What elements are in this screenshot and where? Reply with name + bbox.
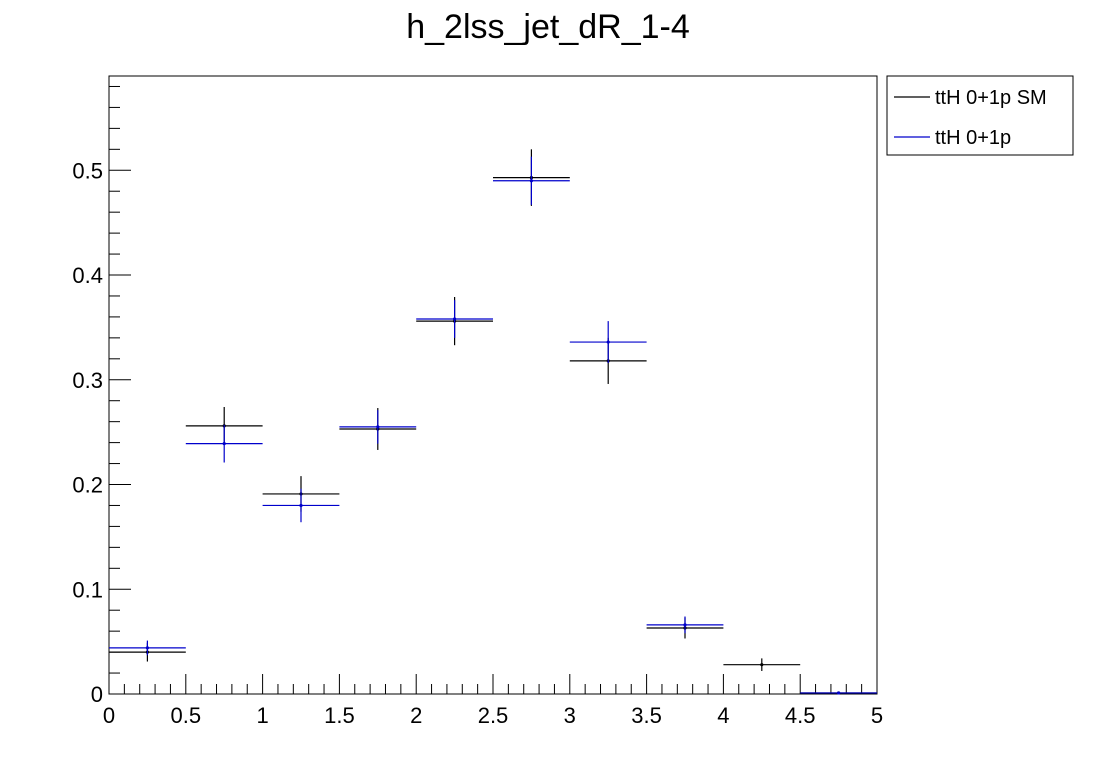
marker (222, 442, 226, 446)
x-tick-label: 0.5 (171, 703, 202, 728)
x-tick-label: 0 (103, 703, 115, 728)
series-tth-0-1p-sm (109, 149, 877, 695)
marker (606, 340, 610, 344)
y-tick-label: 0 (91, 682, 103, 707)
series-layer (109, 149, 877, 695)
y-tick-label: 0.5 (72, 158, 103, 183)
legend-box (886, 75, 1074, 156)
plot-area (108, 75, 878, 695)
marker (376, 425, 380, 429)
legend: ttH 0+1p SM ttH 0+1p (886, 75, 1074, 156)
x-tick-label: 2 (410, 703, 422, 728)
data-point (723, 658, 801, 671)
marker (837, 691, 841, 695)
x-tick-label: 4 (717, 703, 729, 728)
marker (453, 317, 457, 321)
x-tick-label: 3 (564, 703, 576, 728)
x-axis: 0 0.5 1 1.5 2 2.5 3 3.5 4 4.5 5 (103, 674, 883, 728)
x-tick-label: 1 (256, 703, 268, 728)
x-tick-label: 5 (871, 703, 883, 728)
x-tick-label: 2.5 (478, 703, 509, 728)
marker (529, 179, 534, 183)
marker (760, 663, 764, 667)
series-tth-0-1p (109, 156, 877, 695)
data-point (569, 321, 647, 364)
y-tick-label: 0.1 (72, 577, 103, 602)
data-point (800, 691, 877, 695)
data-point (416, 300, 493, 338)
marker (299, 503, 303, 508)
chart-title: h_2lss_jet_dR_1-4 (406, 8, 690, 46)
data-point (185, 424, 263, 463)
data-point (646, 616, 724, 634)
marker (145, 646, 149, 650)
legend-label: ttH 0+1p SM (935, 87, 1047, 109)
data-point (339, 410, 417, 444)
x-tick-label: 3.5 (631, 703, 662, 728)
data-point (493, 156, 570, 205)
data-point (262, 488, 340, 523)
data-point (109, 640, 186, 656)
y-axis: 0 0.1 0.2 0.3 0.4 0.5 (72, 85, 131, 707)
plot-frame (108, 75, 878, 695)
x-tick-label: 4.5 (785, 703, 816, 728)
legend-label: ttH 0+1p (935, 127, 1011, 149)
marker (683, 623, 687, 627)
y-tick-label: 0.4 (72, 263, 103, 288)
y-tick-label: 0.3 (72, 368, 103, 393)
y-tick-label: 0.2 (72, 473, 103, 498)
x-tick-label: 1.5 (324, 703, 355, 728)
